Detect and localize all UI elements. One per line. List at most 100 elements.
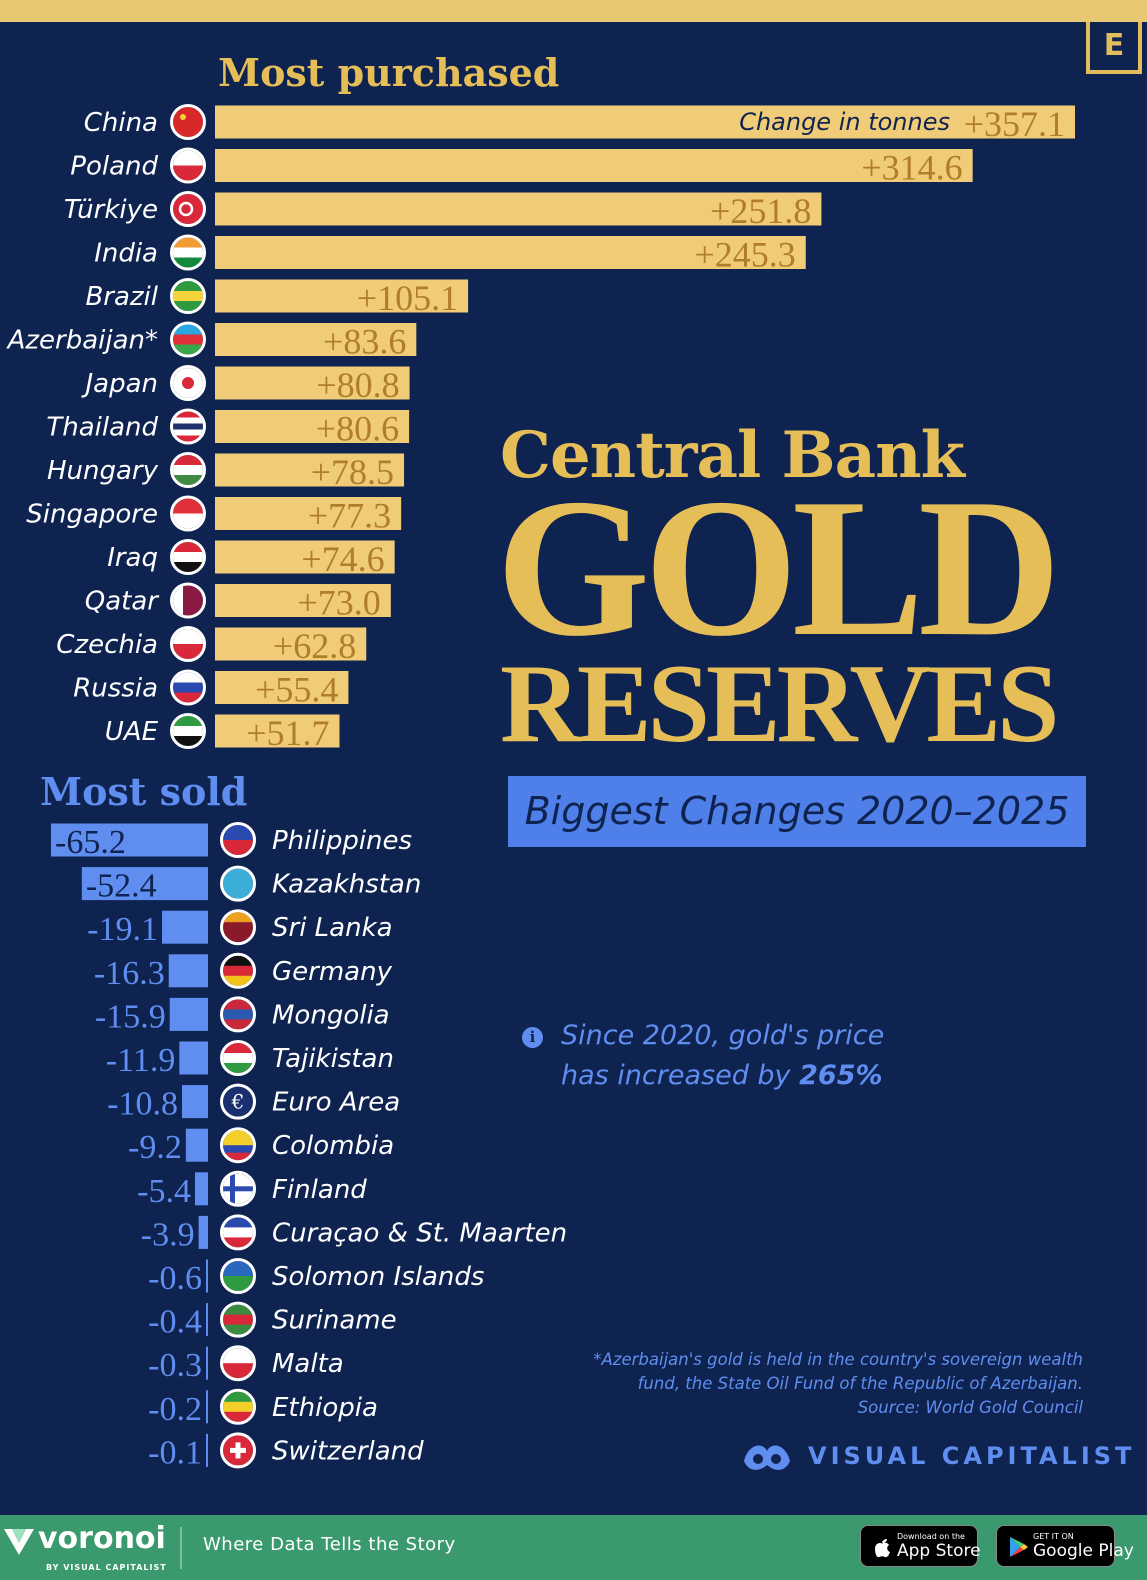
price-note-line-2: has increased by 265% bbox=[561, 1056, 884, 1096]
bar-1 bbox=[215, 149, 973, 182]
ethiopia-flag bbox=[220, 1388, 256, 1425]
sold-value-label: -5.4 bbox=[137, 1173, 191, 1210]
sold-value-label: -0.2 bbox=[148, 1391, 202, 1428]
sold-bar-1 bbox=[81, 867, 208, 901]
sold-value-label: -9.2 bbox=[128, 1129, 182, 1166]
iraq-flag bbox=[170, 539, 206, 575]
category-label: Qatar bbox=[85, 587, 161, 617]
bar-value-label: +314.6 bbox=[861, 148, 962, 188]
svg-text:€: € bbox=[231, 1090, 245, 1114]
sold-category-label: Sri Lanka bbox=[272, 913, 393, 943]
sold-bar-5 bbox=[179, 1041, 208, 1075]
bar-10 bbox=[215, 540, 395, 574]
sold-bar-3 bbox=[168, 954, 208, 988]
bar-5 bbox=[215, 323, 417, 356]
apple-icon bbox=[875, 1539, 890, 1558]
google-play-text: Google Play bbox=[1033, 1541, 1134, 1561]
bar-8 bbox=[215, 453, 405, 487]
sold-bar-9 bbox=[198, 1215, 208, 1249]
sold-bar-0 bbox=[51, 823, 208, 857]
category-label: Japan bbox=[80, 369, 158, 399]
category-label: Singapore bbox=[26, 500, 158, 530]
bar-value-label: +51.7 bbox=[246, 713, 329, 753]
sold-value-label: -10.8 bbox=[107, 1086, 178, 1123]
footer-bar: voronoi BY VISUAL CAPITALIST Where Data … bbox=[0, 1515, 1147, 1580]
russia-flag bbox=[170, 669, 206, 706]
google-play-button[interactable]: GET IT ON Google Play bbox=[996, 1525, 1134, 1567]
sold-category-label: Suriname bbox=[272, 1306, 397, 1336]
sold-bar-4 bbox=[169, 997, 208, 1031]
brazil-flag bbox=[170, 278, 206, 314]
turkiye-flag bbox=[170, 191, 206, 227]
category-label: Poland bbox=[70, 152, 158, 182]
sold-value-label: -0.6 bbox=[148, 1260, 202, 1297]
sold-category-label: Kazakhstan bbox=[272, 870, 421, 900]
bar-6 bbox=[215, 366, 410, 400]
category-label: Czechia bbox=[56, 630, 158, 660]
sold-bar-6 bbox=[181, 1085, 208, 1119]
section-title-most-sold: Most sold bbox=[40, 769, 247, 814]
bar-value-label: +80.8 bbox=[316, 365, 399, 405]
india-flag bbox=[170, 234, 206, 271]
kazakhstan-flag bbox=[220, 865, 256, 902]
sold-value-label: -0.3 bbox=[148, 1347, 202, 1384]
footnote-line-1: *Azerbaijan's gold is held in the countr… bbox=[593, 1350, 1083, 1369]
footnote: *Azerbaijan's gold is held in the countr… bbox=[593, 1348, 1083, 1420]
price-note-highlight: 265% bbox=[799, 1060, 883, 1091]
singapore-flag bbox=[170, 495, 206, 532]
thailand-flag bbox=[170, 408, 206, 445]
footnote-line-2: fund, the State Oil Fund of the Republic… bbox=[637, 1374, 1083, 1393]
bar-value-label: +78.5 bbox=[311, 452, 394, 492]
sold-value-label: -3.9 bbox=[141, 1216, 195, 1253]
bar-value-label: +55.4 bbox=[255, 670, 338, 710]
bar-0 bbox=[215, 105, 1075, 139]
category-label: Iraq bbox=[107, 543, 158, 573]
sold-value-label: -0.1 bbox=[148, 1434, 202, 1471]
sold-category-label: Philippines bbox=[272, 826, 412, 856]
category-label: Brazil bbox=[85, 282, 158, 312]
bar-11 bbox=[215, 584, 391, 617]
bar-7 bbox=[215, 410, 410, 443]
sold-value-label: -11.9 bbox=[106, 1042, 176, 1079]
category-label: Hungary bbox=[47, 456, 159, 486]
visual-capitalist-icon bbox=[744, 1445, 790, 1470]
sold-value-label: -15.9 bbox=[95, 998, 166, 1035]
brand-badge[interactable]: E bbox=[1086, 22, 1142, 74]
category-label: China bbox=[84, 108, 158, 138]
azerbaijan-flag bbox=[170, 321, 206, 358]
suriname-flag bbox=[220, 1301, 256, 1338]
sold-category-label: Euro Area bbox=[272, 1088, 400, 1118]
sold-bar-13 bbox=[206, 1390, 208, 1424]
bar-value-label: +77.3 bbox=[308, 496, 391, 536]
colombia-flag bbox=[220, 1127, 256, 1164]
bar-9 bbox=[215, 497, 402, 530]
sold-category-label: Colombia bbox=[272, 1131, 394, 1161]
publisher-logo[interactable]: VISUAL CAPITALIST bbox=[742, 1437, 1135, 1475]
czechia-flag bbox=[170, 626, 206, 662]
category-label: UAE bbox=[105, 717, 159, 747]
voronoi-sub: BY VISUAL CAPITALIST bbox=[46, 1563, 167, 1572]
sold-category-label: Switzerland bbox=[272, 1436, 424, 1466]
bar-2 bbox=[215, 192, 822, 226]
sold-bar-12 bbox=[206, 1346, 208, 1380]
price-note: Since 2020, gold's price has increased b… bbox=[561, 1016, 884, 1096]
subtitle: Biggest Changes 2020–2025 bbox=[508, 776, 1086, 847]
sold-value-label: -65.2 bbox=[55, 824, 126, 861]
sold-bar-14 bbox=[206, 1433, 208, 1467]
bar-value-label: +357.1 bbox=[964, 104, 1065, 144]
google-play-small-text: GET IT ON bbox=[1033, 1532, 1074, 1541]
sold-bar-2 bbox=[162, 910, 208, 944]
category-label: Russia bbox=[73, 674, 158, 704]
sold-bar-7 bbox=[185, 1128, 208, 1162]
voronoi-brand[interactable]: voronoi bbox=[38, 1521, 166, 1556]
sold-bar-10 bbox=[206, 1259, 208, 1293]
app-store-button[interactable]: Download on the App Store bbox=[860, 1525, 981, 1567]
bar-value-label: +74.6 bbox=[301, 539, 384, 579]
mongolia-flag bbox=[220, 996, 256, 1033]
sold-category-label: Mongolia bbox=[272, 1000, 390, 1030]
bar-value-label: +251.8 bbox=[710, 191, 811, 231]
poland-flag bbox=[170, 147, 206, 184]
bar-4 bbox=[215, 279, 469, 313]
category-label: Azerbaijan* bbox=[6, 326, 158, 356]
